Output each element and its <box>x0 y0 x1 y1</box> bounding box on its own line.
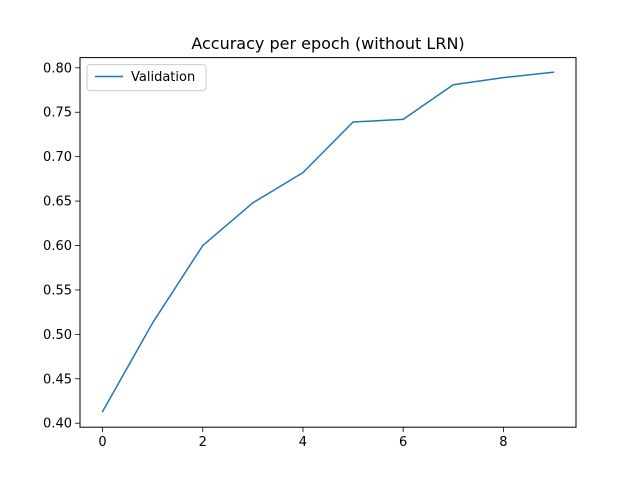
plot-frame <box>79 57 577 428</box>
legend-label: Validation <box>131 70 195 85</box>
series-line-validation <box>101 71 555 413</box>
y-axis: 0.40 0.45 0.50 0.55 0.60 0.65 0.70 0.75 0.80 <box>43 61 80 432</box>
x-tick-label: 8 <box>499 435 507 450</box>
x-tick-label: 0 <box>98 435 106 450</box>
x-tick-label: 6 <box>399 435 407 450</box>
y-tick-label: 0.55 <box>43 283 72 298</box>
y-tick-label: 0.50 <box>43 328 72 343</box>
y-tick-label: 0.80 <box>43 61 72 76</box>
y-tick-label: 0.70 <box>43 150 72 165</box>
y-tick-label: 0.60 <box>43 239 72 254</box>
y-tick-label: 0.45 <box>43 372 72 387</box>
x-tick-label: 2 <box>199 435 207 450</box>
y-tick-label: 0.40 <box>43 417 72 432</box>
y-tick-label: 0.65 <box>43 195 72 210</box>
chart-title: Accuracy per epoch (without LRN) <box>191 34 464 53</box>
x-axis: 0 2 4 6 8 <box>98 427 507 450</box>
legend-box <box>86 64 207 92</box>
legend: Validation <box>86 64 207 92</box>
x-tick-label: 4 <box>299 435 307 450</box>
series-layer <box>101 71 555 413</box>
y-tick-label: 0.75 <box>43 106 72 121</box>
